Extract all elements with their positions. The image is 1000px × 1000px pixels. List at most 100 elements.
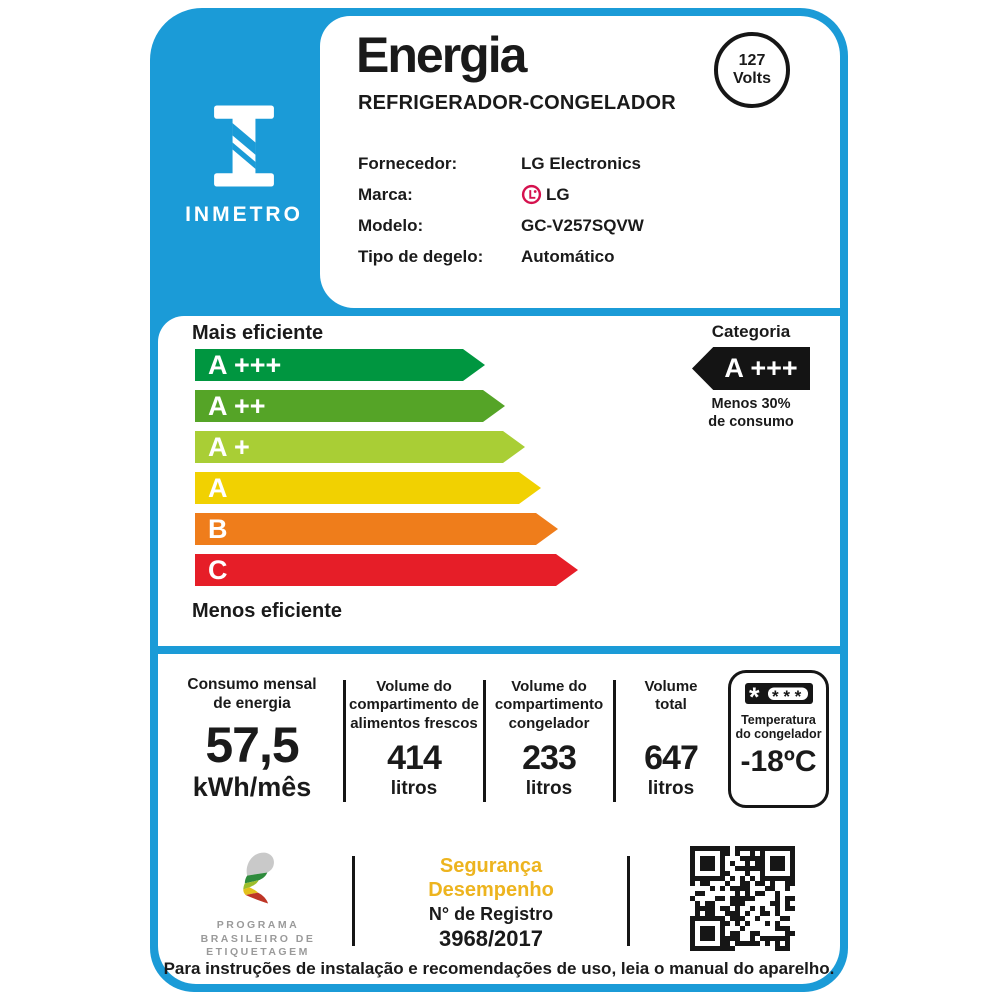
bar-label: A <box>208 472 228 503</box>
field-row-marca: Marca: LG <box>358 179 644 210</box>
metric-title: Volume do compartimento congelador <box>488 678 610 733</box>
metric-divider <box>613 680 616 802</box>
metric-value: 233 <box>522 738 577 777</box>
metric-unit: litros <box>390 777 438 799</box>
metric-freezer-volume: Volume do compartimento congelador 233 l… <box>488 678 610 800</box>
efficiency-bar-a1: A + <box>195 431 525 463</box>
pbe-text-line: PROGRAMA <box>216 919 300 931</box>
metric-title-line: de energia <box>213 694 291 712</box>
category-arrow: A +++ <box>692 347 810 390</box>
product-info: Fornecedor: LG Electronics Marca: LG <box>358 148 644 272</box>
bar-label: B <box>208 513 228 544</box>
footer-instructions: Para instruções de instalação e recomend… <box>163 959 835 978</box>
efficiency-bar-a: A <box>195 472 541 504</box>
metric-value: 414 <box>387 738 442 777</box>
metric-title-line: congelador <box>508 714 590 732</box>
registry-label: N° de Registro <box>428 904 554 924</box>
metric-value: 57,5 <box>205 716 299 773</box>
registration-divider <box>627 856 630 946</box>
field-value: LG Electronics <box>521 153 641 173</box>
efficiency-panel: Mais eficiente A +++ A ++ A + A B C Meno… <box>158 316 840 646</box>
category-note-line2: de consumo <box>708 414 794 431</box>
pbe-text-line: BRASILEIRO DE <box>200 932 316 945</box>
metric-divider <box>343 680 346 802</box>
category-heading: Categoria <box>711 322 791 341</box>
header-panel: Energia REFRIGERADOR-CONGELADOR 127 Volt… <box>320 16 840 308</box>
efficiency-bar-c: C <box>195 554 578 586</box>
metric-total-volume: Volume total 647 litros <box>616 678 726 800</box>
voltage-unit: Volts <box>733 70 771 87</box>
field-value: LG <box>521 184 570 205</box>
bar-label: C <box>208 554 228 585</box>
pbe-logo: PROGRAMA BRASILEIRO DE ETIQUETAGEM <box>172 850 344 960</box>
label-title: Energia <box>356 27 527 83</box>
metric-title-line: alimentos frescos <box>350 714 478 732</box>
field-label: Tipo de degelo: <box>358 246 484 266</box>
bar-label: A + <box>208 431 250 462</box>
freezer-stars-icon: * * * * <box>744 682 813 712</box>
metric-value: 647 <box>644 738 699 777</box>
metric-title-line: compartimento de <box>348 696 480 714</box>
field-row-modelo: Modelo: GC-V257SQVW <box>358 210 644 241</box>
registration-block: Segurança Desempenho N° de Registro 3968… <box>366 854 616 952</box>
inmetro-wordmark: INMETRO <box>185 203 303 226</box>
svg-text:*: * <box>749 683 760 705</box>
bar-label: A ++ <box>208 390 266 421</box>
metric-unit: kWh/mês <box>192 771 312 802</box>
metric-divider <box>483 680 486 802</box>
inmetro-i-beam-icon <box>214 105 274 187</box>
field-row-fornecedor: Fornecedor: LG Electronics <box>358 148 644 179</box>
pbe-text: PROGRAMA BRASILEIRO DE ETIQUETAGEM <box>172 919 344 960</box>
pbe-text-line: ETIQUETAGEM <box>206 946 310 959</box>
metric-title-line: compartimento <box>494 696 604 714</box>
appliance-type: REFRIGERADOR-CONGELADOR <box>358 92 676 114</box>
freezer-temperature-box: * * * * Temperatura do congelador -18ºC <box>728 670 829 808</box>
efficiency-bars: A +++ A ++ A + A B C <box>195 349 578 595</box>
field-row-degelo: Tipo de degelo: Automático <box>358 241 644 272</box>
category-note-line1: Menos 30% <box>711 396 791 412</box>
efficiency-bar-a3: A +++ <box>195 349 485 381</box>
metric-unit: litros <box>525 777 573 799</box>
metric-title-line: Consumo mensal <box>187 676 317 693</box>
inmetro-logo: INMETRO <box>168 100 320 227</box>
field-value: GC-V257SQVW <box>521 215 644 235</box>
registry-number: 3968/2017 <box>439 925 543 951</box>
performance-label: Desempenho <box>428 879 554 901</box>
brand-name: LG <box>546 184 570 204</box>
svg-text:* * *: * * * <box>772 687 802 705</box>
metric-title-line: Volume <box>644 678 698 695</box>
security-label: Segurança <box>439 855 543 877</box>
qr-code <box>690 846 795 951</box>
field-label: Fornecedor: <box>358 153 458 173</box>
metric-unit: litros <box>647 777 695 799</box>
most-efficient-label: Mais eficiente <box>192 322 324 344</box>
inmetro-energy-label: Energia REFRIGERADOR-CONGELADOR 127 Volt… <box>150 8 848 992</box>
least-efficient-label: Menos eficiente <box>192 600 343 622</box>
metric-title-line: total <box>655 696 687 714</box>
field-value: Automático <box>521 246 615 266</box>
freezer-temp-label-line: Temperatura <box>741 713 816 727</box>
category-block: Categoria A +++ Menos 30% de consumo <box>685 322 817 431</box>
metric-consumption: Consumo mensal de energia 57,5 kWh/mês <box>164 676 340 803</box>
field-label: Modelo: <box>358 215 424 235</box>
efficiency-bar-a2: A ++ <box>195 390 505 422</box>
freezer-temp-value: -18ºC <box>740 744 817 778</box>
metric-fresh-volume: Volume do compartimento de alimentos fre… <box>348 678 480 800</box>
metric-title: Volume do compartimento de alimentos fre… <box>348 678 480 733</box>
lg-logo-icon <box>521 184 542 205</box>
details-panel: Consumo mensal de energia 57,5 kWh/mês V… <box>158 654 840 984</box>
category-note: Menos 30% de consumo <box>685 395 817 431</box>
efficiency-bar-b: B <box>195 513 558 545</box>
metric-title: Volume total <box>616 678 726 715</box>
voltage-badge: 127 Volts <box>714 32 790 108</box>
pbe-brazil-icon <box>243 852 274 904</box>
registration-divider <box>352 856 355 946</box>
bar-label: A +++ <box>208 349 282 380</box>
field-label: Marca: <box>358 184 413 204</box>
voltage-value: 127 <box>738 51 766 69</box>
freezer-temp-label-line: do congelador <box>735 727 822 742</box>
metric-title-line: Volume do <box>511 678 587 695</box>
metric-title: Consumo mensal de energia <box>164 676 340 714</box>
metric-title-line: Volume do <box>376 678 452 695</box>
